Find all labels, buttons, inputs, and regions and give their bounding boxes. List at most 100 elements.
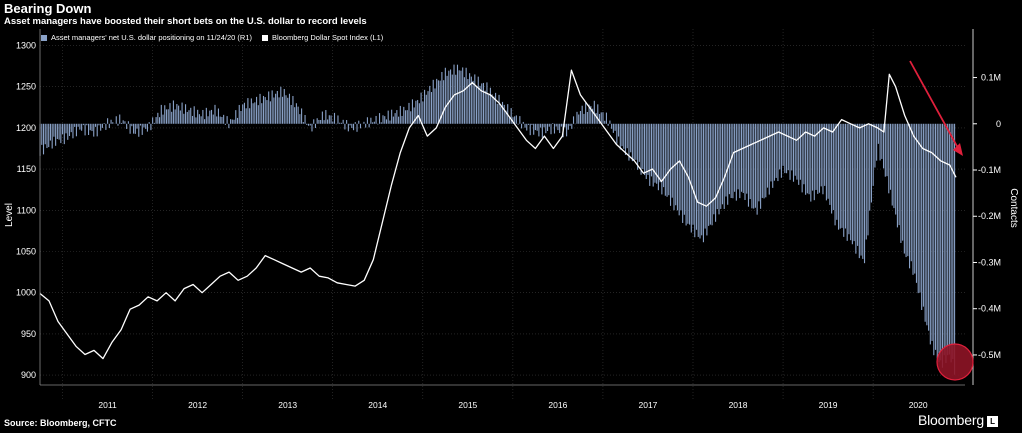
bar xyxy=(157,112,159,124)
bar xyxy=(353,123,355,131)
bar xyxy=(676,123,679,211)
bar xyxy=(42,123,45,155)
bar xyxy=(68,123,71,136)
bar xyxy=(427,91,429,124)
bar xyxy=(704,123,706,229)
bar xyxy=(820,123,822,187)
bar xyxy=(70,123,72,133)
right-axis-title: Contacts xyxy=(1008,188,1019,227)
bar xyxy=(347,123,349,132)
bar xyxy=(126,123,128,129)
bar xyxy=(486,82,488,124)
bar xyxy=(548,123,550,127)
bar xyxy=(283,88,285,124)
bar xyxy=(801,123,803,193)
bar xyxy=(330,115,332,124)
bar xyxy=(834,123,836,226)
bar xyxy=(921,123,923,310)
bar xyxy=(375,115,377,124)
bar xyxy=(477,76,479,124)
bar xyxy=(503,104,505,124)
bar xyxy=(758,123,760,202)
bar xyxy=(143,123,145,128)
bar xyxy=(178,105,180,124)
bar xyxy=(796,123,798,180)
bar xyxy=(430,92,433,124)
bar xyxy=(860,123,862,256)
bar xyxy=(812,123,814,191)
bar xyxy=(555,123,557,127)
bar xyxy=(818,123,821,193)
bar xyxy=(325,110,327,124)
bar xyxy=(936,123,938,359)
bar xyxy=(313,119,315,124)
bar xyxy=(181,102,183,124)
bar xyxy=(521,123,523,129)
bar xyxy=(810,123,812,202)
bar xyxy=(432,79,434,124)
bar xyxy=(895,123,897,215)
bar xyxy=(870,123,872,203)
bar xyxy=(685,123,687,226)
bar xyxy=(643,123,646,176)
bar xyxy=(146,123,148,132)
bar xyxy=(495,92,497,124)
bar xyxy=(219,116,221,124)
bar xyxy=(623,123,625,149)
bar xyxy=(439,80,441,124)
bar xyxy=(766,123,769,188)
bar xyxy=(903,123,905,254)
bar xyxy=(337,115,339,124)
bar xyxy=(803,123,805,185)
bar xyxy=(652,123,654,187)
bar xyxy=(914,123,916,274)
bar xyxy=(460,70,462,124)
bar xyxy=(614,123,616,131)
bar xyxy=(62,123,64,135)
bar xyxy=(51,123,53,149)
bar xyxy=(404,110,407,124)
bar xyxy=(190,107,192,124)
bar xyxy=(701,123,703,236)
bar xyxy=(318,119,320,124)
bar xyxy=(742,123,744,194)
bar xyxy=(569,123,571,126)
bar xyxy=(103,123,105,124)
bar xyxy=(541,123,543,138)
bar xyxy=(687,123,689,224)
bar xyxy=(753,123,755,209)
bar xyxy=(500,106,502,124)
left-tick-label: 900 xyxy=(21,370,36,380)
bar xyxy=(585,102,587,124)
bar xyxy=(567,123,569,130)
bar xyxy=(716,123,718,210)
bar xyxy=(602,112,604,124)
bar xyxy=(829,123,831,205)
bar xyxy=(865,123,867,240)
bar xyxy=(162,114,164,124)
bar xyxy=(193,106,195,124)
bar xyxy=(706,123,708,236)
bar xyxy=(117,123,119,126)
bar-series xyxy=(39,64,956,375)
bar xyxy=(945,123,947,364)
bar xyxy=(616,123,618,144)
bar xyxy=(576,111,578,124)
bar xyxy=(609,120,611,124)
bar xyxy=(210,109,213,124)
brand-logo: Bloomberg L xyxy=(918,412,998,428)
bar xyxy=(184,104,187,124)
bar xyxy=(491,94,493,124)
bar xyxy=(728,123,730,195)
bar xyxy=(917,123,919,294)
bar xyxy=(529,123,531,136)
bar xyxy=(689,123,691,225)
bar xyxy=(928,123,930,331)
bar xyxy=(664,123,666,196)
bar xyxy=(952,123,954,360)
left-tick-label: 1150 xyxy=(17,164,36,174)
bar xyxy=(323,120,325,124)
bar xyxy=(637,123,639,170)
bar xyxy=(905,123,907,258)
bar xyxy=(153,122,155,124)
